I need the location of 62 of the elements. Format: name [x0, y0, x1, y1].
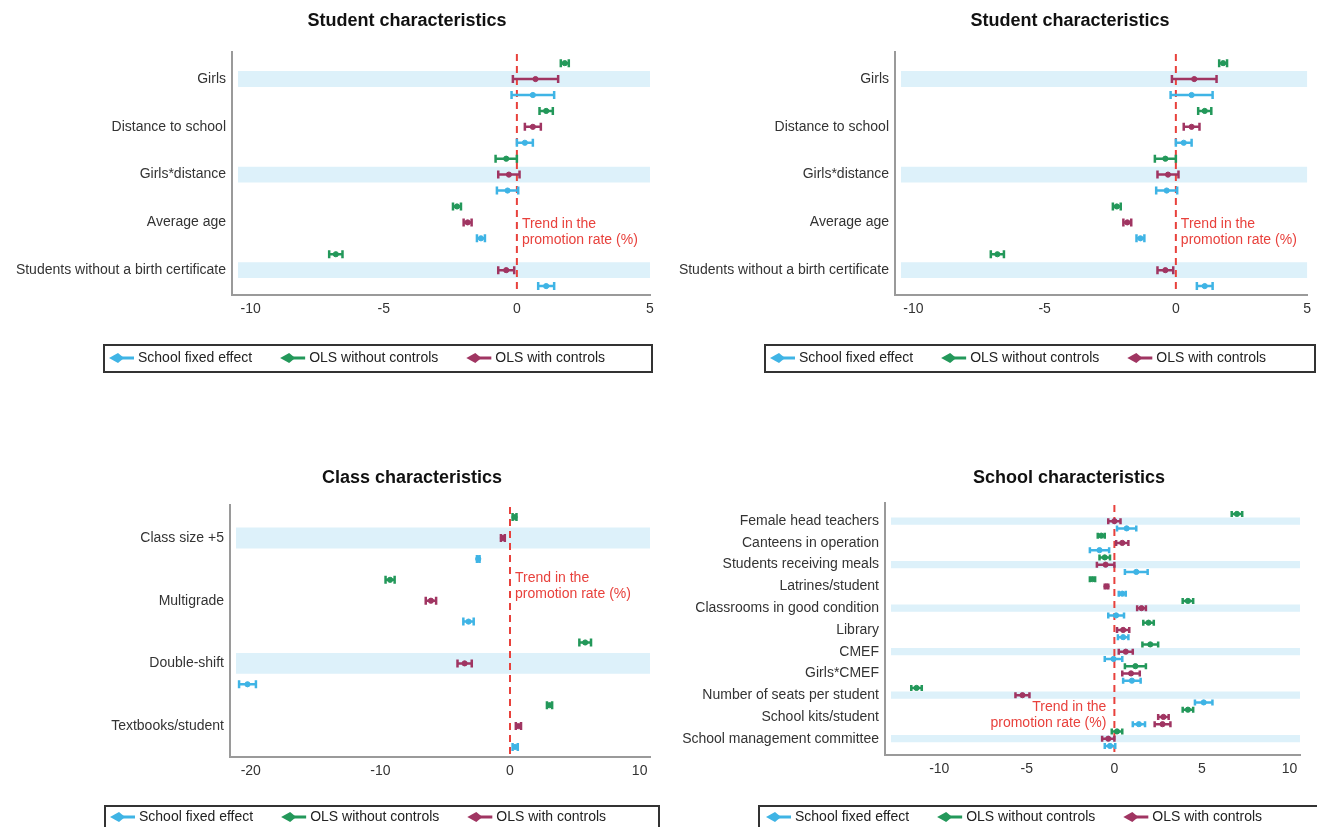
legend-label: OLS without controls	[966, 807, 1096, 824]
chart-title: School characteristics	[972, 466, 1166, 487]
y-tick-label: Students without a birth certificate	[678, 261, 890, 278]
chart-title: Student characteristics	[970, 9, 1170, 30]
y-tick-label: Multigrade	[158, 591, 225, 608]
x-tick-label: -10	[240, 300, 261, 317]
y-tick-label: Average age	[809, 213, 890, 230]
legend-label: OLS with controls	[1156, 348, 1267, 365]
x-tick-label: 0	[1171, 300, 1180, 317]
legend-label: School fixed effect	[795, 807, 910, 824]
x-tick-label: 0	[512, 300, 521, 317]
y-tick-label: Double-shift	[149, 654, 225, 671]
ref-line-label: Trend in the promotion rate (%)	[1180, 214, 1297, 247]
y-tick-label: Classrooms in good condition	[695, 599, 879, 616]
ref-line-label: Trend in the promotion rate (%)	[521, 214, 638, 247]
y-tick-label: Girls	[860, 69, 889, 86]
y-tick-label: Students receiving meals	[722, 555, 879, 572]
x-tick-label: -5	[1038, 300, 1052, 317]
y-tick-label: Girls*distance	[802, 165, 890, 182]
x-tick-label: 5	[646, 300, 655, 317]
legend-label: OLS without controls	[310, 807, 440, 824]
chart-title: Class characteristics	[321, 466, 503, 487]
y-tick-label: School kits/student	[761, 707, 880, 724]
y-tick-label: Distance to school	[111, 117, 226, 134]
y-tick-label: Girls*CMEF	[805, 664, 879, 681]
x-tick-label: 10	[1281, 760, 1298, 777]
y-tick-label: School management committee	[682, 729, 880, 746]
legend-label: School fixed effect	[138, 348, 253, 365]
legend-label: School fixed effect	[799, 348, 914, 365]
y-tick-label: Textbooks/student	[111, 716, 225, 733]
legend-label: OLS without controls	[309, 348, 439, 365]
legend-label: OLS with controls	[496, 807, 607, 824]
x-tick-label: 0	[506, 762, 515, 779]
x-tick-label: 5	[1198, 760, 1207, 777]
y-tick-label: Distance to school	[774, 117, 889, 134]
chart-title: Student characteristics	[307, 9, 507, 30]
y-tick-label: Girls*distance	[139, 165, 227, 182]
y-tick-label: Students without a birth certificate	[15, 261, 227, 278]
x-tick-label: 0	[1110, 760, 1119, 777]
y-tick-label: Average age	[146, 213, 227, 230]
y-tick-label: Canteens in operation	[742, 533, 879, 550]
x-tick-label: -10	[903, 300, 924, 317]
y-tick-label: Library	[836, 620, 879, 637]
y-tick-label: Latrines/student	[779, 577, 880, 594]
legend-label: School fixed effect	[139, 807, 254, 824]
x-tick-label: -10	[370, 762, 391, 779]
y-tick-label: Number of seats per student	[702, 686, 880, 703]
legend-label: OLS without controls	[970, 348, 1100, 365]
legend-label: OLS with controls	[495, 348, 606, 365]
y-tick-label: CMEF	[839, 642, 879, 659]
x-tick-label: -5	[377, 300, 391, 317]
x-tick-label: 10	[631, 762, 648, 779]
x-tick-label: -5	[1020, 760, 1034, 777]
y-tick-label: Class size +5	[140, 528, 225, 545]
ref-line-label: Trend in the promotion rate (%)	[990, 698, 1107, 731]
legend-label: OLS with controls	[1152, 807, 1263, 824]
y-tick-label: Girls	[197, 69, 226, 86]
x-tick-label: -10	[929, 760, 950, 777]
ref-line-label: Trend in the promotion rate (%)	[515, 568, 631, 601]
x-tick-label: -20	[240, 762, 262, 779]
x-tick-label: 5	[1303, 300, 1312, 317]
y-tick-label: Female head teachers	[739, 511, 879, 528]
